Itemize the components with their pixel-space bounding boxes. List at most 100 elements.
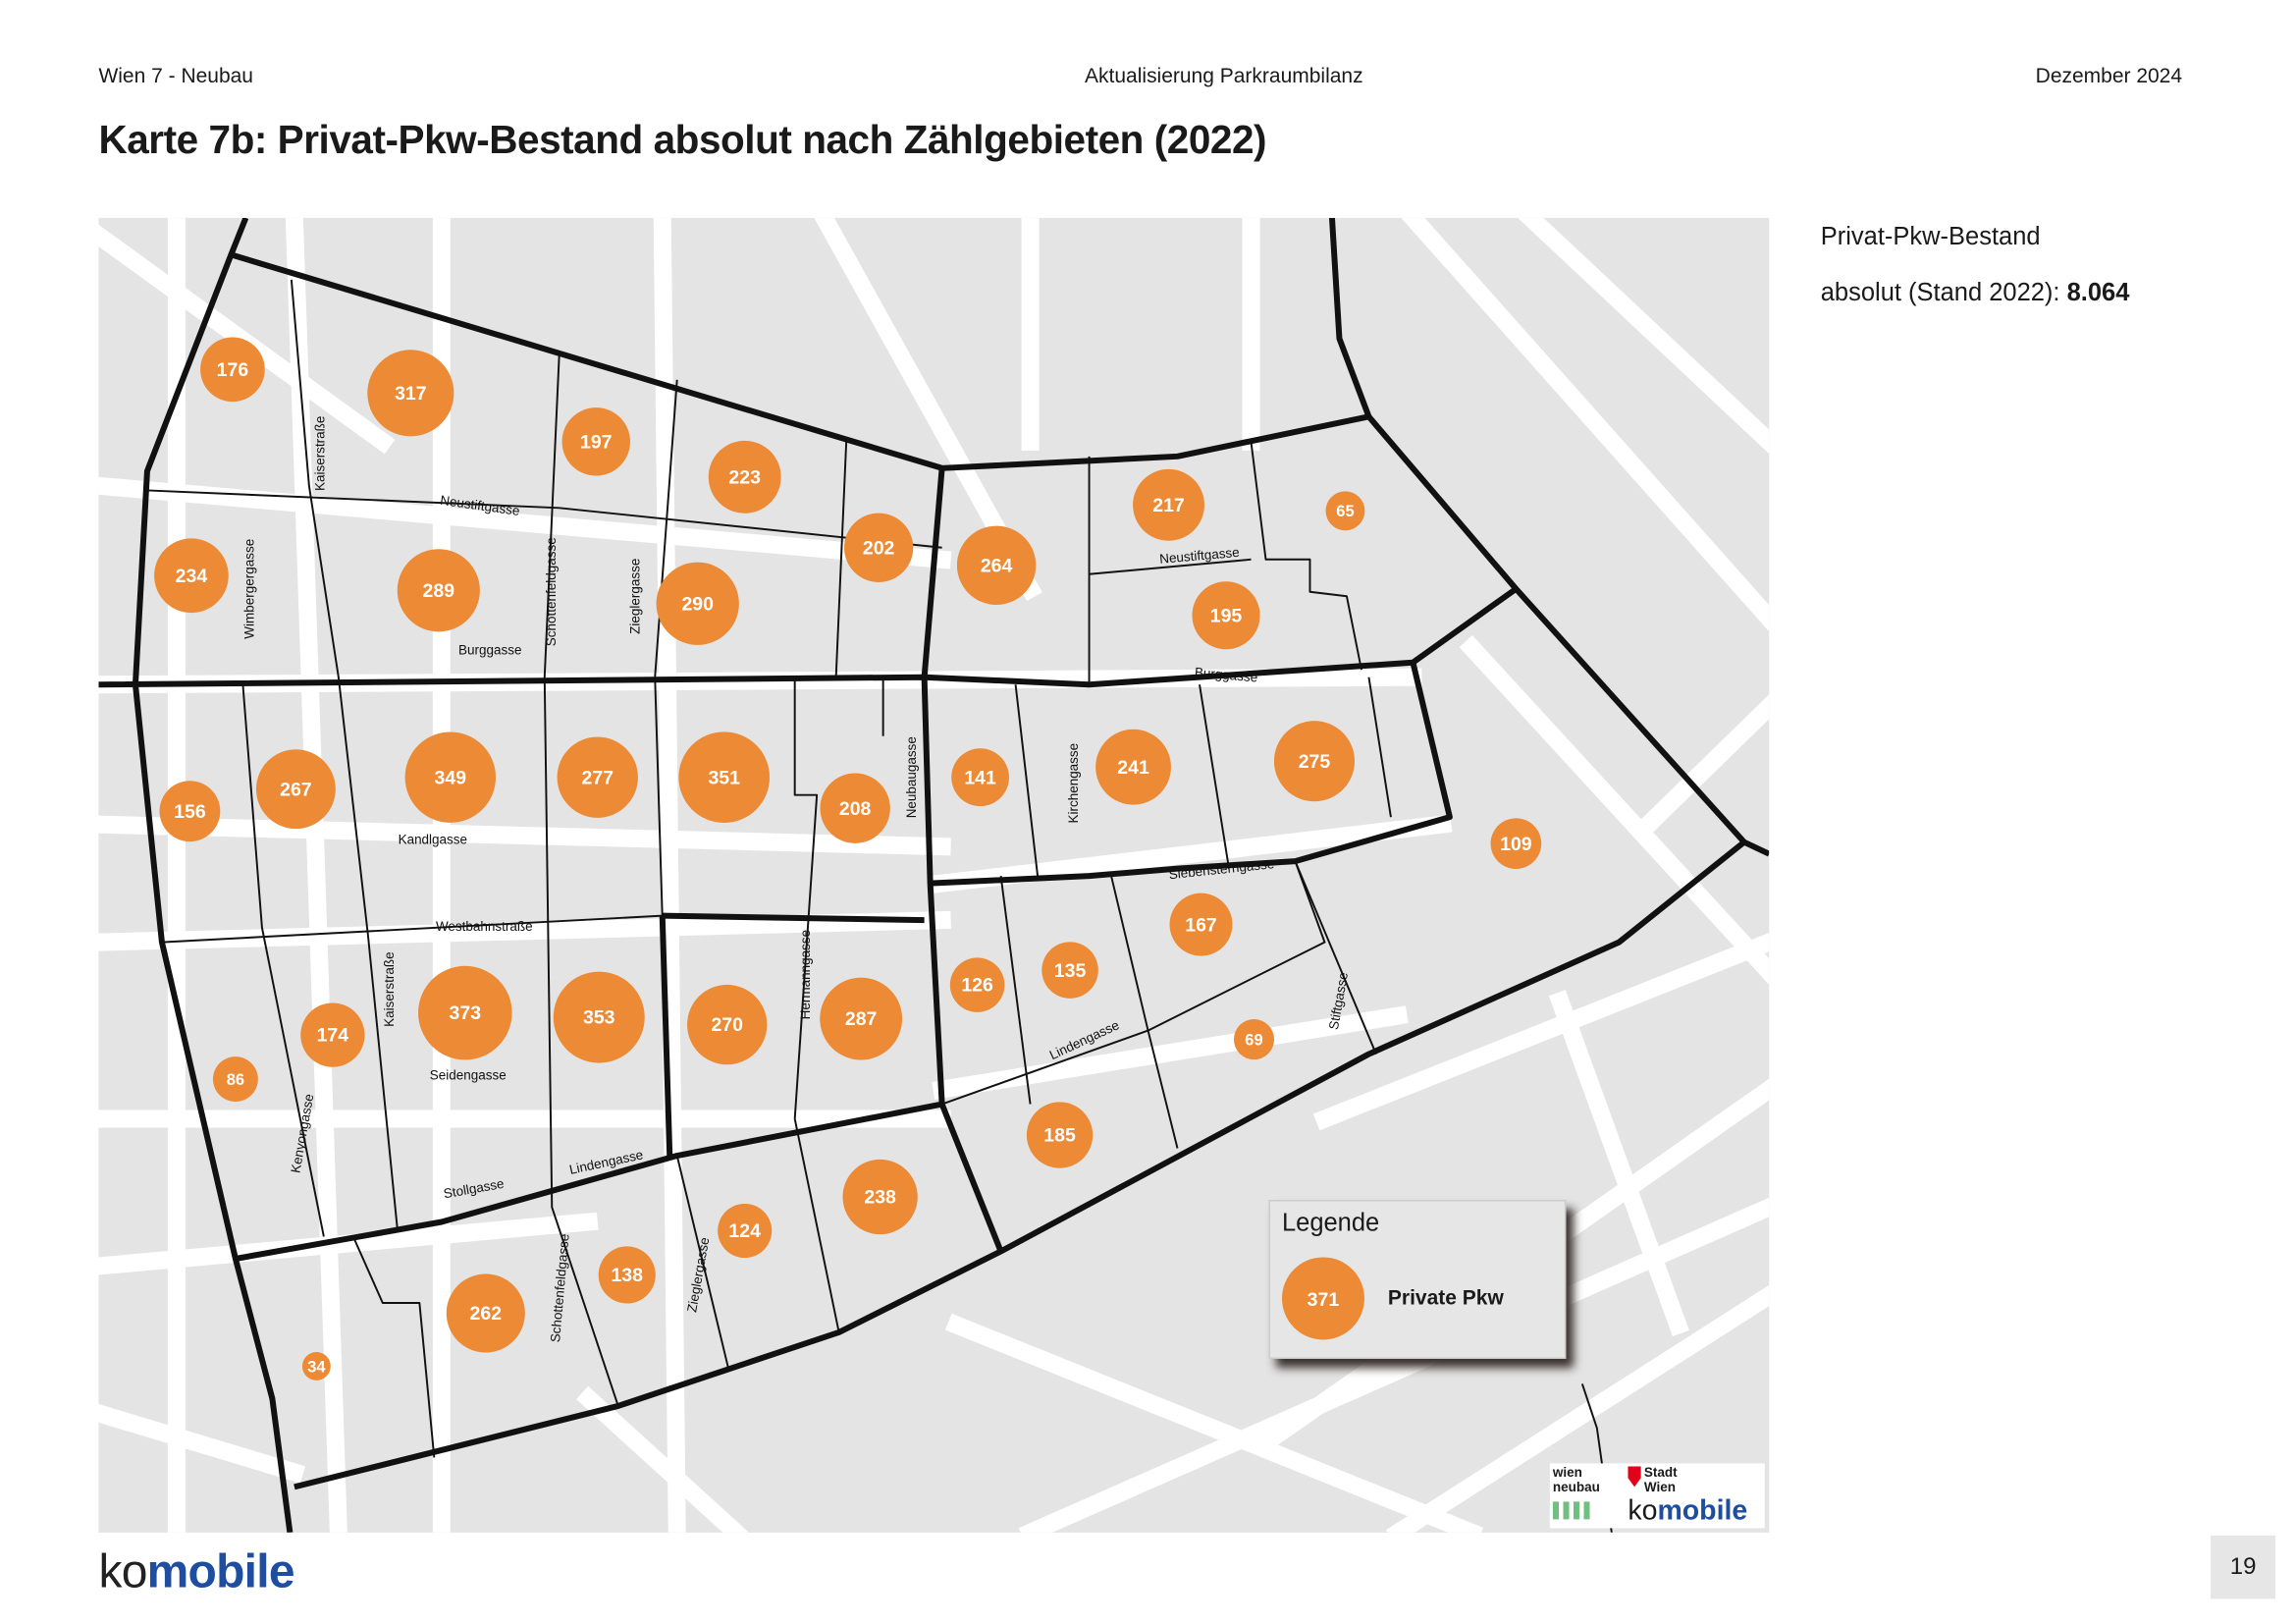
bubble-circle <box>200 337 265 403</box>
bubble-circle <box>1273 721 1355 802</box>
bubble-value: 167 <box>1185 914 1217 936</box>
summary-line2: absolut (Stand 2022): 8.064 <box>1821 265 2130 321</box>
legend: Legende 371 Private Pkw <box>1268 1200 1567 1359</box>
zone-bubble: 202 <box>843 513 914 582</box>
header-report-name: Aktualisierung Parkraumbilanz <box>1085 63 1363 87</box>
bubble-value: 202 <box>863 537 895 559</box>
district-boundary <box>230 251 1770 857</box>
bubble-value: 135 <box>1054 960 1087 982</box>
bubble-circle <box>949 957 1005 1012</box>
bubble-circle <box>397 549 480 632</box>
page-number: 19 <box>2211 1535 2276 1599</box>
road <box>1635 694 1770 838</box>
zone-boundary <box>290 279 399 1230</box>
zone-bubble: 195 <box>1192 581 1260 650</box>
zone-bubble: 277 <box>557 736 638 818</box>
bubble-value: 86 <box>227 1071 244 1089</box>
summary-line1: Privat-Pkw-Bestand <box>1820 222 2041 250</box>
zone-bubble: 69 <box>1233 1019 1275 1060</box>
zone-bubble: 124 <box>718 1203 773 1259</box>
header-date: Dezember 2024 <box>2035 63 2183 87</box>
road <box>98 1212 599 1275</box>
header-district: Wien 7 - Neubau <box>98 63 253 87</box>
bubble-value: 156 <box>174 801 206 823</box>
bubble-value: 195 <box>1210 605 1243 626</box>
bubble-value: 174 <box>317 1025 349 1047</box>
road <box>932 814 1453 893</box>
wien-neubau-logo: wien neubau <box>1552 1464 1600 1494</box>
zone-boundary <box>1110 875 1179 1149</box>
zone-bubble: 135 <box>1041 942 1098 999</box>
road <box>1459 635 1770 985</box>
legend-title: Legende <box>1281 1209 1380 1237</box>
street-label: Neubaugasse <box>904 736 919 818</box>
zone-bubble: 167 <box>1169 893 1233 956</box>
street-label: Kaiserstraße <box>382 951 397 1026</box>
bubble-value: 138 <box>611 1265 643 1286</box>
zone-bubble: 238 <box>842 1159 918 1235</box>
zone-boundary <box>161 914 663 944</box>
bubble-circle <box>404 731 497 823</box>
street-label: Wimbergergasse <box>241 539 256 639</box>
road <box>1548 990 1689 1336</box>
bubble-value: 124 <box>728 1220 761 1242</box>
street-label: Hermanngasse <box>798 930 813 1019</box>
bubble-value: 267 <box>280 779 312 800</box>
road <box>1518 217 1770 455</box>
map-canvas: Kaiserstraße Neustiftgasse Wimbergergasse S… <box>98 217 1770 1533</box>
road <box>576 1385 749 1533</box>
zone-bubble: 65 <box>1325 491 1365 531</box>
logo-ko: ko <box>1628 1495 1658 1527</box>
zone-boundary <box>1199 684 1230 869</box>
zone-bubble: 126 <box>949 957 1005 1012</box>
zone-bubble: 275 <box>1273 721 1355 802</box>
brand-mobile: mobile <box>146 1543 295 1597</box>
zone-boundary <box>999 876 1032 1105</box>
bubble-value: 197 <box>580 431 613 453</box>
logo-mobile: mobile <box>1657 1495 1748 1527</box>
komobile-logo-small: komobile <box>1628 1495 1748 1527</box>
zone-bubble: 262 <box>446 1273 525 1353</box>
zone-boundary <box>241 684 325 1237</box>
district-boundary <box>1328 217 1372 418</box>
street-label: Kirchengasse <box>1066 743 1081 824</box>
bubble-circle <box>1325 491 1365 531</box>
bubble-circle <box>553 971 645 1063</box>
legend-label: Private Pkw <box>1387 1284 1504 1309</box>
zone-boundary <box>1089 558 1252 575</box>
zone-boundary <box>543 352 619 1407</box>
bubble-value: 176 <box>217 359 249 381</box>
zone-bubble: 138 <box>598 1246 656 1304</box>
zone-bubble: 176 <box>200 337 265 403</box>
zone-boundary <box>1014 684 1040 877</box>
street-label: Burggasse <box>458 642 521 657</box>
bubble-value: 234 <box>176 566 208 587</box>
bubble-circle <box>255 749 336 830</box>
zone-bubble: 217 <box>1133 468 1204 541</box>
stadt-wien-shield-icon <box>1628 1466 1641 1488</box>
bubble-value: 262 <box>470 1303 503 1325</box>
komobile-logo: komobile <box>98 1544 294 1598</box>
bubble-circle <box>1026 1102 1094 1168</box>
bubble-circle <box>446 1273 525 1353</box>
bubble-value: 287 <box>845 1008 878 1030</box>
zone-boundary <box>1412 587 1517 664</box>
district-boundary <box>235 1101 943 1262</box>
street-label: Kaiserstraße <box>312 416 327 491</box>
bubble-circle <box>678 731 771 824</box>
road <box>1386 1284 1770 1533</box>
road <box>98 815 951 856</box>
bubble-value: 126 <box>961 975 993 997</box>
district-boundary <box>662 912 925 924</box>
page-title: Karte 7b: Privat-Pkw-Bestand absolut nac… <box>98 117 1267 162</box>
zone-bubble: 264 <box>956 525 1037 605</box>
road <box>1312 932 1770 1131</box>
street-label: Westbahnstraße <box>436 919 533 934</box>
bubble-circle <box>154 538 229 614</box>
street-label: Zieglergasse <box>627 559 642 634</box>
bubble-circle <box>718 1203 773 1259</box>
street-label: Schottenfeldgasse <box>548 1233 572 1343</box>
zone-bubble: 289 <box>397 549 480 632</box>
bubble-value: 208 <box>839 798 872 820</box>
